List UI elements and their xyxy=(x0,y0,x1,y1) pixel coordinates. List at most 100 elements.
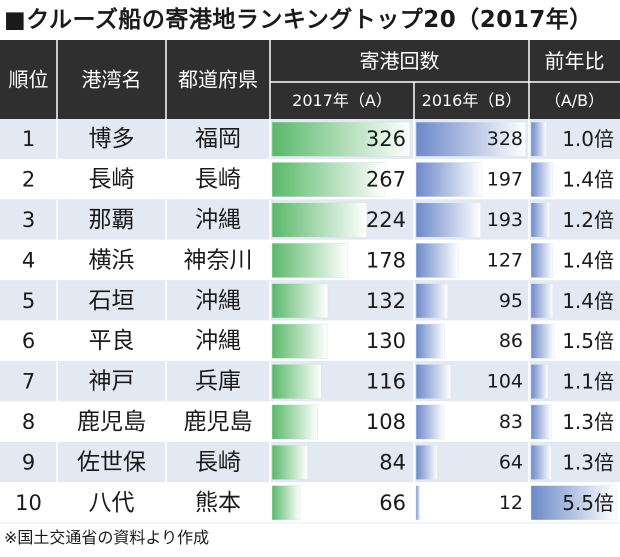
ratio-label: 1.1倍 xyxy=(562,370,614,394)
calls-2016-label: 197 xyxy=(487,169,523,191)
ratio-label: 1.0倍 xyxy=(562,127,614,151)
prefecture-label: 長崎 xyxy=(195,449,241,475)
bar-2016 xyxy=(415,323,446,359)
bar-2016 xyxy=(415,444,438,480)
header-bg xyxy=(0,40,620,119)
bar-2016 xyxy=(415,242,459,278)
chart-title: ■クルーズ船の寄港地ランキングトップ20（2017年） xyxy=(4,7,593,33)
calls-2016-label: 127 xyxy=(487,249,523,271)
calls-2017-label: 178 xyxy=(366,248,406,272)
calls-2016-label: 86 xyxy=(499,330,523,352)
rank-label: 8 xyxy=(22,410,35,434)
bar-2017 xyxy=(271,364,322,400)
calls-2017-label: 267 xyxy=(366,168,406,192)
bar-ratio xyxy=(530,485,617,521)
calls-2016-label: 328 xyxy=(487,128,523,150)
bar-2016 xyxy=(415,283,449,319)
rank-label: 6 xyxy=(22,329,35,353)
header-rank: 順位 xyxy=(9,68,49,92)
bar-ratio xyxy=(530,283,553,319)
calls-2016-label: 83 xyxy=(499,411,523,433)
calls-2016-label: 104 xyxy=(487,371,523,393)
bar-ratio xyxy=(530,323,555,359)
bar-2016 xyxy=(415,364,452,400)
ratio-label: 1.2倍 xyxy=(562,208,614,232)
table-row-bg xyxy=(0,442,620,483)
rank-label: 10 xyxy=(15,491,42,515)
header-port: 港湾名 xyxy=(82,68,142,92)
rank-label: 4 xyxy=(22,248,35,272)
prefecture-label: 福岡 xyxy=(195,126,241,152)
calls-2016-label: 193 xyxy=(487,209,523,231)
calls-2016-label: 12 xyxy=(499,492,523,514)
port-label: 那覇 xyxy=(89,207,135,233)
bar-ratio xyxy=(530,404,552,440)
rank-label: 9 xyxy=(22,450,35,474)
bar-2016 xyxy=(415,121,526,157)
bar-2017 xyxy=(271,283,329,319)
port-label: 佐世保 xyxy=(77,449,146,475)
prefecture-label: 沖縄 xyxy=(195,207,241,233)
calls-2017-label: 224 xyxy=(366,208,406,232)
calls-2016-label: 95 xyxy=(499,290,523,312)
rank-label: 3 xyxy=(22,208,35,232)
calls-2017-label: 326 xyxy=(366,127,406,151)
rank-label: 7 xyxy=(22,370,35,394)
bar-2017 xyxy=(271,121,411,157)
ratio-label: 1.4倍 xyxy=(562,289,614,313)
ratio-label: 1.4倍 xyxy=(562,248,614,272)
ratio-label: 1.3倍 xyxy=(562,410,614,434)
calls-2016-label: 64 xyxy=(499,451,523,473)
port-label: 鹿児島 xyxy=(77,409,146,435)
header-calls-2017: 2017年（A） xyxy=(292,91,392,110)
bar-2017 xyxy=(271,404,318,440)
table-row-bg xyxy=(0,482,620,523)
bar-2017 xyxy=(271,162,386,198)
port-label: 神戸 xyxy=(89,369,135,395)
rank-label: 1 xyxy=(22,127,35,151)
bar-2017 xyxy=(271,202,368,238)
bar-2017 xyxy=(271,444,308,480)
ratio-label: 1.5倍 xyxy=(562,329,614,353)
calls-2017-label: 132 xyxy=(366,289,406,313)
bar-2016 xyxy=(415,162,483,198)
header-calls: 寄港回数 xyxy=(360,49,440,73)
calls-2017-label: 84 xyxy=(379,450,406,474)
calls-2017-label: 66 xyxy=(379,491,406,515)
bar-2017 xyxy=(271,485,301,521)
ratio-label: 1.3倍 xyxy=(562,450,614,474)
port-label: 八代 xyxy=(89,490,135,516)
bar-2016 xyxy=(415,485,421,521)
bar-ratio xyxy=(530,444,552,480)
bar-ratio xyxy=(530,364,549,400)
calls-2017-label: 116 xyxy=(366,370,406,394)
port-label: 石垣 xyxy=(89,288,135,314)
prefecture-label: 兵庫 xyxy=(195,369,241,395)
calls-2017-label: 130 xyxy=(366,329,406,353)
bar-2017 xyxy=(271,242,348,278)
rank-label: 5 xyxy=(22,289,35,313)
bar-ratio xyxy=(530,121,547,157)
prefecture-label: 熊本 xyxy=(195,490,241,516)
header-ratio-sub: （A/B） xyxy=(545,91,604,110)
bar-2017 xyxy=(271,323,328,359)
source-note: ※国土交通省の資料より作成 xyxy=(4,528,210,547)
calls-2017-label: 108 xyxy=(366,410,406,434)
bar-ratio xyxy=(530,242,553,278)
prefecture-label: 沖縄 xyxy=(195,328,241,354)
port-label: 平良 xyxy=(89,328,135,354)
prefecture-label: 沖縄 xyxy=(195,288,241,314)
prefecture-label: 長崎 xyxy=(195,167,241,193)
port-label: 横浜 xyxy=(89,247,135,273)
prefecture-label: 鹿児島 xyxy=(184,409,253,435)
bar-2016 xyxy=(415,404,445,440)
header-ratio: 前年比 xyxy=(545,49,605,73)
ratio-label: 5.5倍 xyxy=(562,491,614,515)
rank-label: 2 xyxy=(22,168,35,192)
ratio-label: 1.4倍 xyxy=(562,168,614,192)
bar-ratio xyxy=(530,162,553,198)
bar-2016 xyxy=(415,202,481,238)
header-calls-2016: 2016年（B） xyxy=(422,91,522,110)
bar-ratio xyxy=(530,202,550,238)
